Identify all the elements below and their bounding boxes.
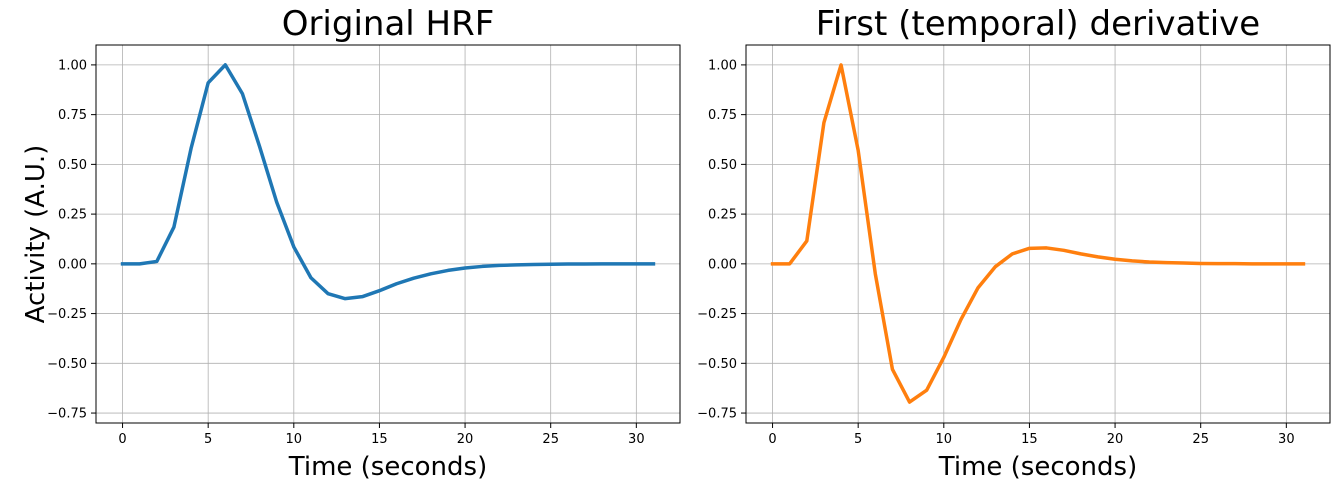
chart-original-hrf: 0 5 10 15 20 25 30 −0.75 −0.50 −0.25 0.00 0.25 0.50 0… — [21, 4, 681, 482]
x-tick-label: 0 — [768, 432, 776, 447]
y-tick-label: 1.00 — [58, 58, 87, 73]
y-tick-label: 0.75 — [58, 108, 87, 123]
x-tick-label: 30 — [1278, 432, 1295, 447]
y-tick-label: 0.50 — [58, 158, 87, 173]
x-tick-label: 30 — [628, 432, 645, 447]
y-axis-label: Activity (A.U.) — [21, 145, 51, 324]
y-tick-label: −0.75 — [697, 407, 737, 422]
chart-title: Original HRF — [282, 4, 495, 44]
y-tick-label: −0.25 — [697, 307, 737, 322]
y-tick-label: 0.50 — [708, 158, 737, 173]
x-tick-label: 20 — [457, 432, 474, 447]
y-tick-label: −0.75 — [47, 407, 87, 422]
x-tick-label: 20 — [1107, 432, 1124, 447]
y-tick-label: 0.75 — [708, 108, 737, 123]
chart-title: First (temporal) derivative — [816, 4, 1260, 44]
y-tick-label: 0.25 — [58, 208, 87, 223]
axes-frame — [745, 44, 1331, 424]
chart-first-derivative: 0 5 10 15 20 25 30 −0.75 −0.50 −0.25 0.00 0.25 0.50 0… — [697, 4, 1331, 482]
x-tick-label: 0 — [118, 432, 126, 447]
series-line — [120, 63, 656, 301]
x-tick-label: 25 — [1192, 432, 1209, 447]
x-tick-label: 15 — [371, 432, 388, 447]
y-tick-label: 1.00 — [708, 58, 737, 73]
y-tick-label: 0.00 — [58, 257, 87, 272]
x-axis-label: Time (seconds) — [288, 452, 487, 482]
y-tick-label: 0.25 — [708, 208, 737, 223]
x-tick-label: 10 — [936, 432, 953, 447]
series-line — [770, 63, 1306, 404]
x-tick-label: 5 — [854, 432, 862, 447]
x-tick-label: 25 — [542, 432, 559, 447]
x-tick-label: 10 — [286, 432, 303, 447]
x-axis-label: Time (seconds) — [938, 452, 1137, 482]
y-tick-label: −0.25 — [47, 307, 87, 322]
y-tick-label: −0.50 — [697, 357, 737, 372]
y-tick-label: 0.00 — [708, 257, 737, 272]
x-tick-label: 15 — [1021, 432, 1038, 447]
x-tick-label: 5 — [204, 432, 212, 447]
axes-frame — [95, 44, 681, 424]
y-tick-label: −0.50 — [47, 357, 87, 372]
